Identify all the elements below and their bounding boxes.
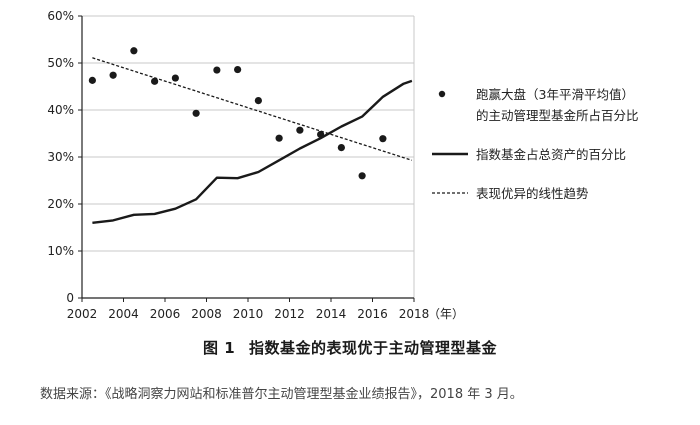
x-tick-label: 2018 [399, 307, 430, 321]
x-tick-label: 2010 [233, 307, 264, 321]
scatter-point [337, 144, 345, 152]
scatter-point [275, 134, 283, 142]
scatter-point [254, 97, 262, 105]
legend-label-dots-line2: 的主动管理型基金所占百分比 [476, 108, 639, 123]
scatter-point [151, 77, 159, 85]
y-tick-label: 50% [47, 56, 74, 70]
x-tick-label: 2006 [150, 307, 181, 321]
scatter-point [109, 71, 117, 79]
chart: 0 10% 20% 30% 40% 50% 60% 2002 2004 2006 2008 2010… [47, 9, 639, 321]
scatter-point [358, 172, 366, 180]
y-tick-label: 40% [47, 103, 74, 117]
scatter-point [88, 76, 96, 84]
y-tick-label: 0 [66, 291, 74, 305]
figure-title: 指数基金的表现优于主动管理型基金 [248, 339, 497, 357]
legend-dot-marker [438, 90, 446, 98]
y-tick-label: 20% [47, 197, 74, 211]
x-tick-label: 2008 [191, 307, 222, 321]
x-tick-label: 2004 [108, 307, 139, 321]
scatter-point [130, 47, 138, 55]
index-fund-share-line [92, 79, 413, 224]
y-tick-label: 60% [47, 9, 74, 23]
legend-label-dots-line1: 跑赢大盘（3年平滑平均值） [476, 87, 634, 102]
scatter-point [296, 126, 304, 134]
scatter-point [171, 74, 179, 82]
series [88, 47, 413, 224]
x-tick-label: 2012 [274, 307, 305, 321]
x-tick-label: 2016 [357, 307, 388, 321]
scatter-point [192, 109, 200, 117]
y-tick-label: 30% [47, 150, 74, 164]
x-tick-label: 2014 [316, 307, 347, 321]
trend-line [92, 57, 413, 161]
scatter-point [234, 65, 242, 74]
scatter-point [213, 66, 221, 74]
x-tick-label: 2002 [67, 307, 98, 321]
x-tick-labels: 2002 2004 2006 2008 2010 2012 2014 2016 2018 [67, 307, 430, 321]
grid-lines [82, 15, 415, 298]
legend: 跑赢大盘（3年平滑平均值） 的主动管理型基金所占百分比 指数基金占总资产的百分比… [432, 87, 639, 201]
scatter-point [379, 135, 387, 143]
legend-label-solid: 指数基金占总资产的百分比 [476, 147, 626, 162]
x-unit-label: （年） [428, 307, 464, 321]
y-tick-labels: 0 10% 20% 30% 40% 50% 60% [47, 9, 74, 305]
y-tick-label: 10% [47, 244, 74, 258]
axes [78, 15, 415, 302]
source-note: 数据来源：《战略洞察力网站和标准普尔主动管理型基金业绩报告》，2018 年 3 … [40, 387, 523, 402]
figure-caption: 图 1 指数基金的表现优于主动管理型基金 [0, 337, 700, 358]
legend-label-dashed: 表现优异的线性趋势 [476, 186, 589, 201]
figure-label: 图 1 [203, 339, 236, 357]
